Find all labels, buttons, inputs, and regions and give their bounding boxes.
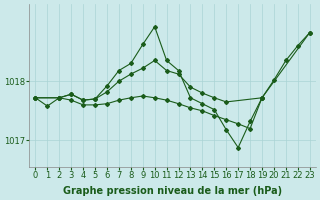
X-axis label: Graphe pression niveau de la mer (hPa): Graphe pression niveau de la mer (hPa) [63, 186, 282, 196]
